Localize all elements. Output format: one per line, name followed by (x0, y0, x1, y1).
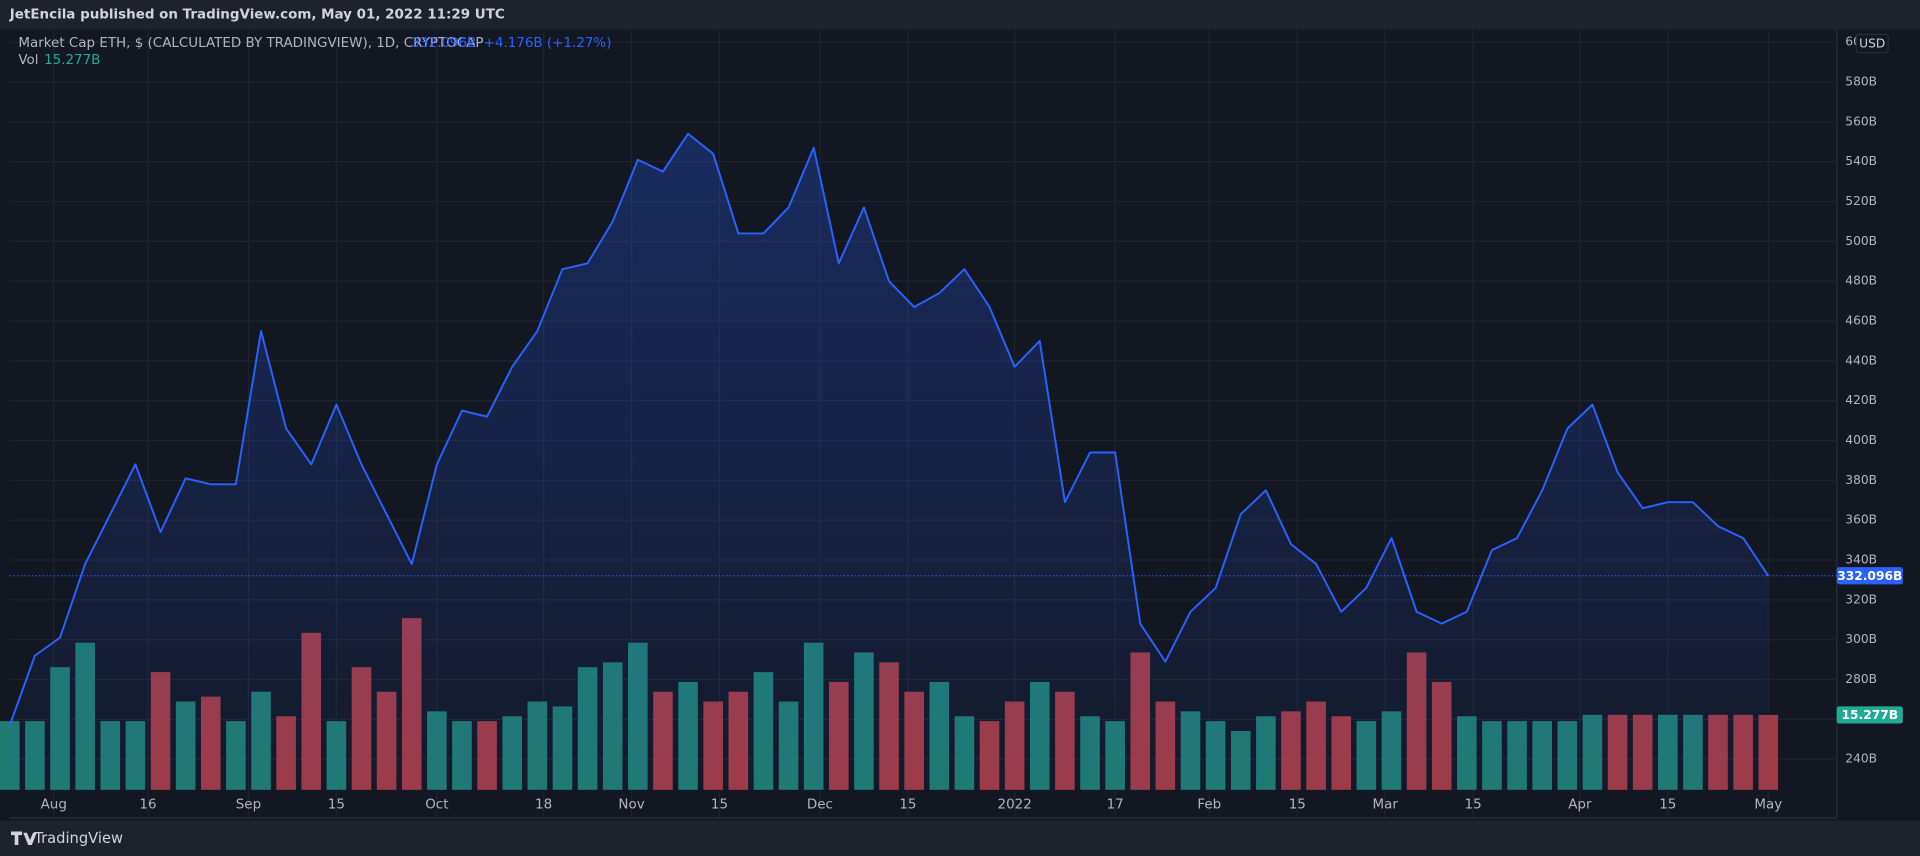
y-tick-label: 560B (1845, 114, 1877, 128)
y-tick-label: 360B (1845, 513, 1877, 527)
x-tick-label: 15 (711, 798, 728, 813)
y-tick-label: 460B (1845, 314, 1877, 328)
x-tick-label: Dec (807, 798, 833, 813)
x-tick-label: 15 (1289, 798, 1306, 813)
volume-value: 15.277B (44, 53, 100, 68)
x-tick-label: 18 (535, 798, 552, 813)
price-tag (1836, 567, 1903, 585)
y-tick-label: 420B (1845, 393, 1877, 407)
y-tick-label: 480B (1845, 274, 1877, 288)
y-tick-label: 520B (1845, 194, 1877, 208)
x-tick-label: May (1754, 798, 1782, 813)
x-tick-label: Mar (1372, 798, 1398, 813)
x-tick-label: 15 (1465, 798, 1482, 813)
currency-badge (1855, 33, 1889, 54)
x-tick-label: Nov (618, 798, 644, 813)
price-tag-label: 332.096B (1837, 569, 1902, 583)
x-tick-label: Feb (1197, 798, 1221, 813)
change: +4.176B (+1.27%) (484, 36, 612, 51)
footer-bar (0, 820, 1920, 856)
x-tick-label: Oct (425, 798, 448, 813)
y-tick-label: 300B (1845, 632, 1877, 646)
publisher: JetEncila published on TradingView.com, … (9, 8, 505, 23)
plot (0, 132, 1837, 790)
branding: TradingView (33, 830, 123, 847)
chart-title: Market Cap ETH, $ (CALCULATED BY TRADING… (18, 36, 483, 51)
area (9, 133, 1769, 790)
y-tick-label: 400B (1845, 433, 1877, 447)
y-tick-label: 440B (1845, 353, 1877, 367)
x-tick-label: 15 (1659, 798, 1676, 813)
x-tick-label: 16 (139, 798, 156, 813)
header-bar (0, 0, 1920, 30)
y-tick-label: 580B (1845, 75, 1877, 89)
volume-tag (1836, 706, 1903, 724)
y-tick-label: 280B (1845, 672, 1877, 686)
x-tick-label: 17 (1107, 798, 1124, 813)
y-tick-label: 320B (1845, 592, 1877, 606)
line (8, 132, 1770, 726)
x-tick-label: 15 (328, 798, 345, 813)
y-tick-label: 380B (1845, 473, 1877, 487)
x-tick-label: 2022 (998, 798, 1032, 813)
y-tick-label: 500B (1845, 234, 1877, 248)
y-tick-label: 540B (1845, 154, 1877, 168)
x-tick-label: Sep (236, 798, 261, 813)
y-tick-label: 340B (1845, 553, 1877, 567)
x-tick-label: 15 (899, 798, 916, 813)
volume-legend: Vol (18, 53, 38, 68)
currency: USD (1859, 37, 1885, 51)
last-value: 332.096B (411, 36, 476, 51)
x-tick-label: Aug (41, 798, 67, 813)
volume-tag-label: 15.277B (1842, 708, 1899, 722)
x-tick-label: Apr (1568, 798, 1592, 813)
logo (11, 831, 37, 845)
y-tick-label: 240B (1845, 752, 1877, 766)
